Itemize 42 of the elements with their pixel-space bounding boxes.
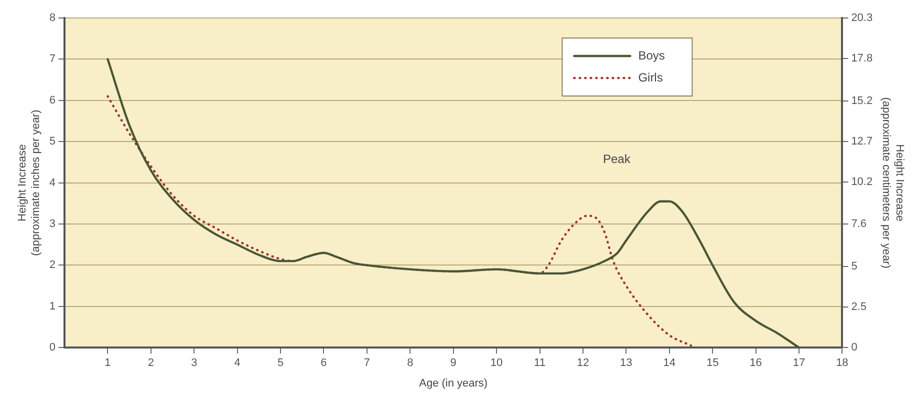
y2-tick-label: 15.2 bbox=[851, 94, 873, 107]
y2-axis-title: Height Increase (approximate centimeters per year) bbox=[880, 97, 906, 268]
x-tick-label: 12 bbox=[576, 357, 590, 370]
legend-label: Boys bbox=[638, 48, 665, 62]
x-tick-label: 17 bbox=[792, 357, 806, 370]
x-tick-label: 4 bbox=[234, 357, 240, 370]
y2-tick-label: 17.8 bbox=[851, 52, 873, 65]
x-tick-label: 8 bbox=[407, 357, 414, 370]
y2-tick-label: 12.7 bbox=[851, 135, 873, 148]
x-tick-label: 16 bbox=[750, 357, 762, 370]
x-tick-label: 6 bbox=[320, 357, 327, 370]
y-tick-label: 6 bbox=[49, 94, 56, 106]
y2-tick-label: 10.2 bbox=[851, 176, 873, 188]
y2-tick-label: 20.3 bbox=[851, 12, 873, 24]
x-tick-label: 15 bbox=[706, 357, 719, 370]
x-tick-label: 5 bbox=[277, 357, 284, 370]
y-tick-label: 7 bbox=[49, 53, 56, 66]
x-tick-label: 3 bbox=[191, 357, 198, 370]
x-tick-label: 14 bbox=[663, 357, 676, 370]
y-tick-label: 0 bbox=[49, 342, 56, 354]
x-tick-label: 1 bbox=[104, 357, 111, 370]
y-tick-label: 4 bbox=[49, 176, 56, 189]
annotation: Peak bbox=[602, 152, 632, 166]
x-tick-label: 9 bbox=[450, 357, 456, 370]
y2-tick-label: 0 bbox=[851, 342, 858, 354]
x-tick-label: 13 bbox=[620, 357, 632, 370]
y-tick-label: 1 bbox=[49, 300, 56, 312]
legend-label: Girls bbox=[638, 70, 663, 84]
y-tick-label: 5 bbox=[49, 136, 56, 148]
x-tick-label: 18 bbox=[836, 357, 848, 370]
y2-tick-label: 7.6 bbox=[851, 218, 866, 230]
y-tick-label: 2 bbox=[49, 259, 56, 272]
y-tick-label: 3 bbox=[49, 218, 56, 230]
y2-tick-label: 2.5 bbox=[851, 301, 866, 314]
x-tick-label: 10 bbox=[490, 357, 503, 370]
y2-tick-label: 5 bbox=[851, 260, 858, 272]
x-axis-title: Age (in years) bbox=[419, 377, 488, 390]
y-tick-label: 8 bbox=[49, 12, 56, 24]
x-tick-label: 7 bbox=[364, 357, 370, 370]
x-tick-label: 2 bbox=[148, 357, 154, 370]
y-axis-title: Height Increase (approximate inches per year) bbox=[16, 110, 42, 256]
x-tick-label: 11 bbox=[534, 357, 546, 370]
